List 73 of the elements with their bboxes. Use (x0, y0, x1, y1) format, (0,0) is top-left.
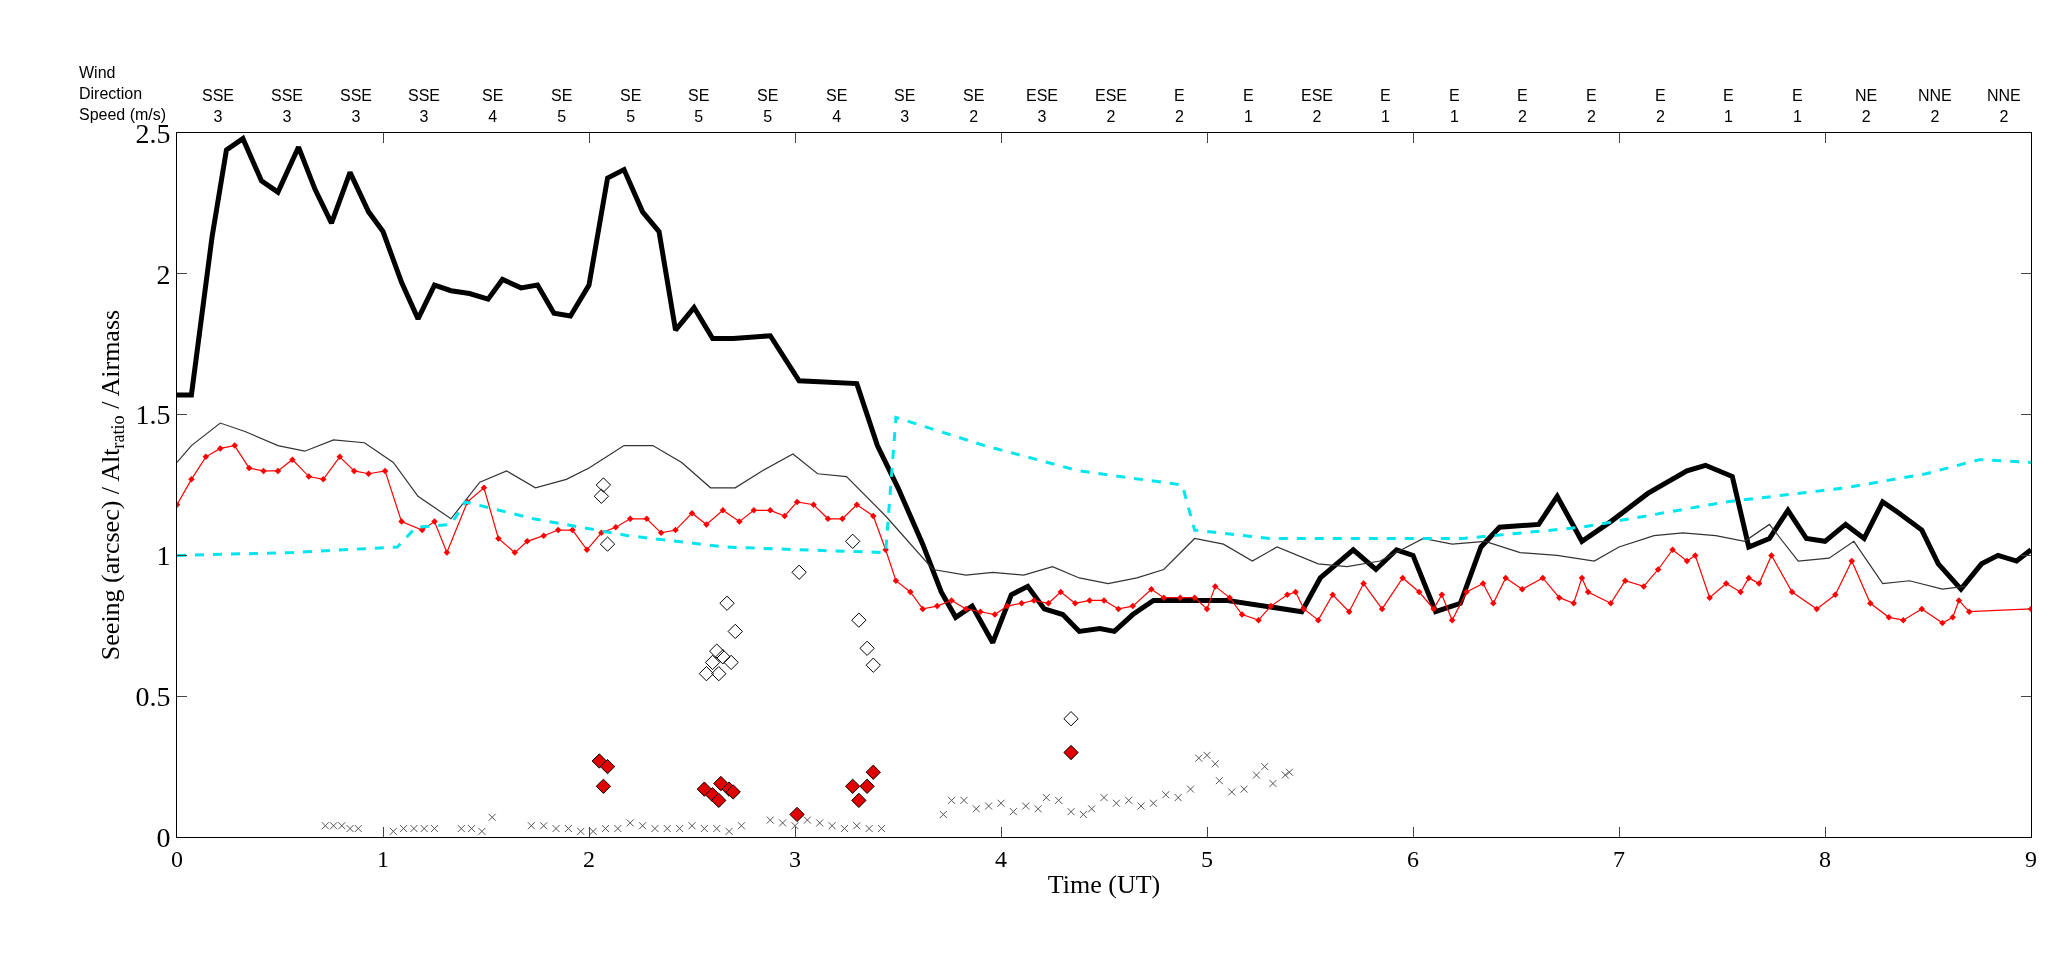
point (704, 654, 721, 671)
text: SSE 3 (202, 87, 235, 125)
text: SE 4 (482, 87, 504, 125)
text: SE 3 (894, 87, 916, 125)
text: ESE 2 (1301, 87, 1334, 125)
x-tick-label: 7 (1613, 845, 1625, 872)
text: SE 5 (551, 87, 573, 125)
line-series (177, 422, 1966, 590)
point (595, 778, 612, 794)
x-axis-title: Time (UT) (1047, 870, 1161, 900)
text: E 1 (1243, 87, 1254, 125)
text: E 1 (1449, 87, 1460, 125)
x-tick-label: 2 (583, 845, 595, 872)
x-tick-label: 1 (377, 845, 389, 872)
point (593, 488, 610, 504)
text: SSE 3 (271, 87, 304, 125)
text: E 2 (1517, 87, 1528, 125)
point (715, 649, 731, 665)
point (595, 477, 612, 493)
x-tick-label: 8 (1819, 845, 1831, 872)
point (727, 623, 743, 640)
text: NNE 2 (1918, 87, 1952, 125)
text: E 1 (1723, 87, 1734, 125)
point (599, 536, 616, 552)
point (865, 764, 881, 780)
point (599, 758, 616, 775)
point (709, 643, 725, 659)
point (1063, 744, 1079, 761)
text: SE 5 (757, 87, 779, 125)
point (865, 657, 881, 673)
text: E 2 (1655, 87, 1666, 125)
text: E 1 (1792, 87, 1803, 125)
point (711, 666, 727, 682)
x-tick-label: 5 (1201, 845, 1213, 872)
text: E 2 (1174, 87, 1185, 125)
y-tick-label: 0.5 (135, 681, 171, 712)
x-tick-label: 3 (789, 845, 801, 872)
y-tick-label: 1 (156, 540, 171, 572)
point (845, 533, 861, 549)
text: ESE 2 (1095, 87, 1128, 125)
text: SSE 3 (340, 87, 373, 125)
point (851, 792, 867, 809)
point (698, 666, 715, 682)
point (859, 778, 875, 794)
text: NE 2 (1855, 87, 1878, 125)
text: NNE 2 (1987, 87, 2021, 125)
point (719, 595, 735, 611)
y-tick-label: 2 (156, 258, 171, 290)
point (591, 753, 607, 769)
point (711, 792, 727, 809)
point (725, 784, 741, 800)
y-tick-label: 1.5 (135, 399, 171, 431)
point (791, 564, 807, 580)
x-tick-label: 6 (1407, 845, 1419, 872)
point (851, 612, 867, 628)
point (859, 640, 875, 656)
text: SSE 3 (408, 87, 441, 125)
x-tick-label: 4 (995, 845, 1007, 872)
text: E 2 (1586, 87, 1597, 125)
text: SE 5 (620, 87, 642, 125)
point (845, 778, 861, 794)
text: SE 5 (688, 87, 710, 125)
x-tick-label: 9 (2025, 845, 2037, 872)
point (713, 775, 729, 792)
line-series (177, 415, 2031, 557)
text: ESE 3 (1026, 87, 1059, 125)
text: SE 4 (826, 87, 848, 125)
text: SE 2 (963, 87, 985, 125)
point (1063, 711, 1079, 727)
point (696, 781, 713, 797)
point (723, 654, 739, 671)
text: E 1 (1380, 87, 1391, 125)
point (789, 806, 805, 823)
